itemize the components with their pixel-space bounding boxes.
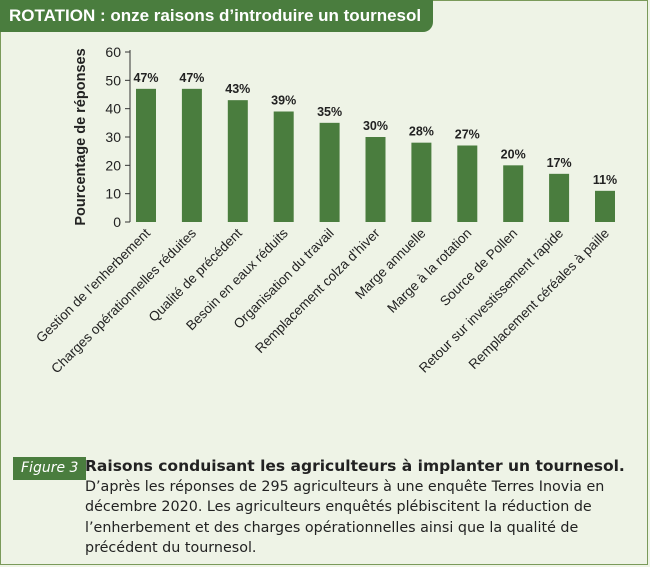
data-label: 11% xyxy=(593,173,617,187)
y-tick-label: 10 xyxy=(105,186,121,202)
bar xyxy=(411,142,432,222)
data-label: 47% xyxy=(133,71,158,85)
category-label: Marge à la rotation xyxy=(384,226,474,316)
data-label: 35% xyxy=(317,105,342,119)
data-label: 30% xyxy=(363,119,388,133)
bar xyxy=(319,122,340,222)
bar xyxy=(227,100,248,222)
figure-title: ROTATION : onze raisons d’introduire un … xyxy=(0,0,434,32)
bar xyxy=(503,165,524,222)
y-tick-label: 50 xyxy=(105,72,121,88)
caption-body: Raisons conduisant les agriculteurs à im… xyxy=(85,456,645,559)
bar xyxy=(273,111,294,222)
y-tick-label: 60 xyxy=(105,44,121,60)
y-tick-label: 0 xyxy=(113,214,121,230)
bar xyxy=(365,137,386,222)
bar xyxy=(549,173,570,222)
caption-text: D’après les réponses de 295 agriculteurs… xyxy=(85,478,605,557)
bar xyxy=(457,145,478,222)
data-label: 20% xyxy=(501,147,526,161)
data-label: 47% xyxy=(179,71,204,85)
bar xyxy=(181,88,202,222)
data-label: 28% xyxy=(409,125,434,139)
y-axis-title: Pourcentage de réponses xyxy=(73,48,89,225)
y-tick-label: 30 xyxy=(105,129,121,145)
data-label: 27% xyxy=(455,128,480,142)
data-label: 17% xyxy=(547,156,572,170)
bar xyxy=(136,88,156,222)
y-tick-label: 20 xyxy=(105,157,121,173)
caption-title: Raisons conduisant les agriculteurs à im… xyxy=(85,457,625,475)
figure-tag: Figure 3 xyxy=(13,457,87,480)
data-label: 43% xyxy=(225,82,250,96)
category-label: Source de Pollen xyxy=(437,226,520,309)
data-label: 39% xyxy=(271,94,296,108)
y-tick-label: 40 xyxy=(105,101,121,117)
bar xyxy=(595,190,615,222)
